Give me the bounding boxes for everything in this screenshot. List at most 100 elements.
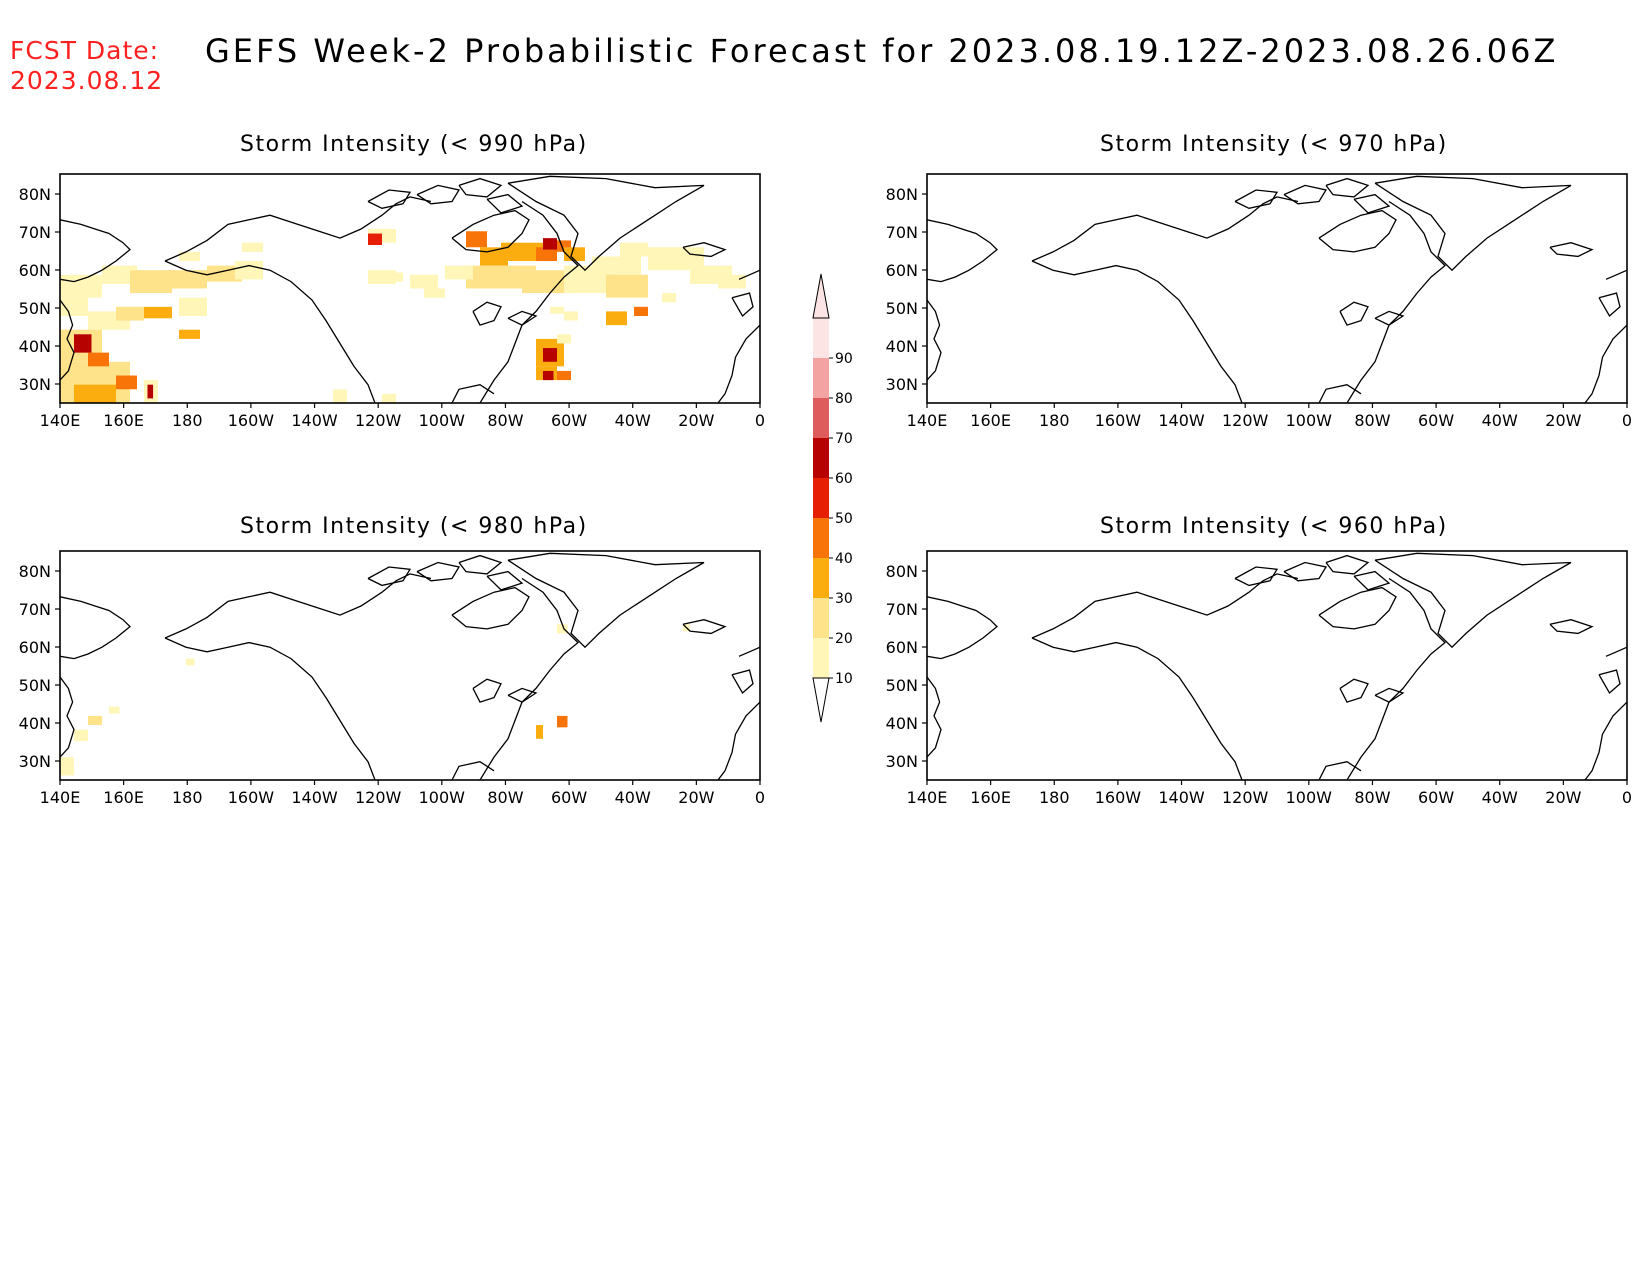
lat-tick-label: 80N	[886, 562, 918, 581]
coastline	[472, 301, 502, 326]
prob-cell	[116, 375, 137, 390]
lon-tick-label: 160E	[103, 411, 144, 430]
coastline	[451, 384, 495, 403]
lon-tick-label: 20W	[678, 788, 714, 807]
lon-tick-label: 100W	[1286, 788, 1333, 807]
colorbar: 10 20 30 40 50 60 70 80 90	[812, 273, 853, 723]
coastline	[451, 761, 495, 780]
coastline	[1283, 184, 1328, 205]
lat-tick-label: 70N	[886, 223, 918, 242]
coastline	[1283, 561, 1328, 582]
coastline	[1584, 701, 1627, 780]
colorbar-segment	[813, 518, 829, 558]
prob-cell	[144, 306, 172, 319]
colorbar-upper-arrow	[812, 273, 830, 319]
coastline	[738, 269, 760, 280]
coastline	[927, 299, 942, 381]
colorbar-segment	[813, 598, 829, 638]
lon-tick-label: 40W	[1482, 788, 1518, 807]
lon-tick-label: 140E	[40, 788, 81, 807]
map-frame	[59, 173, 761, 404]
prob-cell	[333, 389, 347, 403]
lon-tick-label: 140W	[1158, 411, 1205, 430]
lon-tick-label: 0	[1622, 788, 1632, 807]
map-frame	[926, 173, 1628, 404]
prob-cell	[501, 242, 522, 262]
panel-title-980: Storm Intensity (< 980 hPa)	[240, 514, 588, 539]
lon-tick-label: 20W	[1545, 411, 1581, 430]
coastline	[164, 637, 376, 780]
coastline	[1031, 260, 1243, 403]
lat-tick-label: 70N	[886, 600, 918, 619]
prob-cell	[116, 306, 144, 321]
coastline	[1031, 637, 1243, 780]
prob-cell	[368, 233, 382, 245]
coastline	[1374, 687, 1405, 703]
coastline	[1325, 554, 1370, 575]
map-frame	[59, 550, 761, 781]
prob-cell	[186, 658, 195, 666]
coastline	[507, 175, 705, 272]
prob-cell	[606, 311, 627, 326]
coastline	[1318, 761, 1362, 780]
lat-tick-label: 60N	[886, 638, 918, 657]
fcst-date-value: 2023.08.12	[10, 66, 164, 95]
coastline	[927, 219, 998, 283]
lon-tick-label: 180	[172, 411, 203, 430]
lon-tick-label: 0	[1622, 411, 1632, 430]
coastline	[479, 200, 579, 403]
coastline	[1346, 577, 1446, 780]
lon-tick-label: 120W	[355, 788, 402, 807]
prob-cell	[634, 306, 648, 316]
prob-cell	[389, 272, 403, 282]
prob-cell	[179, 329, 200, 339]
lat-tick-label: 50N	[19, 299, 51, 318]
coastline	[416, 184, 461, 205]
colorbar-label: 70	[835, 431, 853, 447]
colorbar-label: 90	[835, 351, 853, 367]
map-panel-p960: 140E 160E 180 160W 140W 120W 100W 80W 60W 40W 20W 0…	[886, 550, 1632, 807]
lat-tick-label: 50N	[886, 299, 918, 318]
lon-tick-label: 80W	[487, 788, 523, 807]
coastline	[507, 310, 538, 326]
prob-cell	[543, 348, 557, 362]
lon-tick-label: 160W	[228, 788, 275, 807]
colorbar-label: 50	[835, 511, 853, 527]
coastline	[1318, 586, 1397, 630]
lon-tick-label: 100W	[419, 788, 466, 807]
colorbar-lower-arrow	[812, 677, 830, 723]
prob-cell	[410, 274, 438, 289]
prob-cell	[536, 247, 557, 262]
prob-cell	[620, 242, 648, 257]
colorbar-label: 10	[835, 671, 853, 687]
coastline	[60, 676, 75, 758]
coastline	[367, 189, 412, 209]
lon-tick-label: 160E	[970, 411, 1011, 430]
colorbar-label: 60	[835, 471, 853, 487]
lon-tick-label: 40W	[1482, 411, 1518, 430]
coastline	[60, 596, 131, 660]
coastline	[1605, 646, 1627, 657]
lon-tick-label: 60W	[551, 788, 587, 807]
lat-tick-label: 50N	[19, 676, 51, 695]
lon-tick-label: 60W	[1418, 788, 1454, 807]
colorbar-segment	[813, 358, 829, 398]
coastline	[164, 260, 376, 403]
prob-cell	[557, 370, 571, 381]
lon-tick-label: 80W	[487, 411, 523, 430]
lon-tick-label: 60W	[551, 411, 587, 430]
coastline	[451, 209, 530, 253]
lat-tick-label: 60N	[19, 638, 51, 657]
prob-cell	[60, 297, 88, 316]
prob-cell	[648, 247, 704, 271]
prob-cell	[235, 261, 263, 280]
lon-tick-label: 140E	[907, 411, 948, 430]
coastline	[717, 324, 760, 403]
prob-cell	[60, 757, 74, 776]
coastline	[731, 292, 754, 318]
prob-cell	[147, 384, 154, 399]
lat-tick-label: 30N	[886, 375, 918, 394]
lon-tick-label: 0	[755, 788, 765, 807]
coastline	[927, 596, 998, 660]
